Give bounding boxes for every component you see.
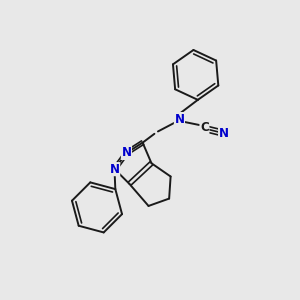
Text: N: N bbox=[110, 163, 120, 176]
Text: N: N bbox=[174, 112, 184, 126]
Text: N: N bbox=[219, 127, 229, 140]
Text: N: N bbox=[122, 146, 131, 159]
Text: C: C bbox=[200, 121, 209, 134]
